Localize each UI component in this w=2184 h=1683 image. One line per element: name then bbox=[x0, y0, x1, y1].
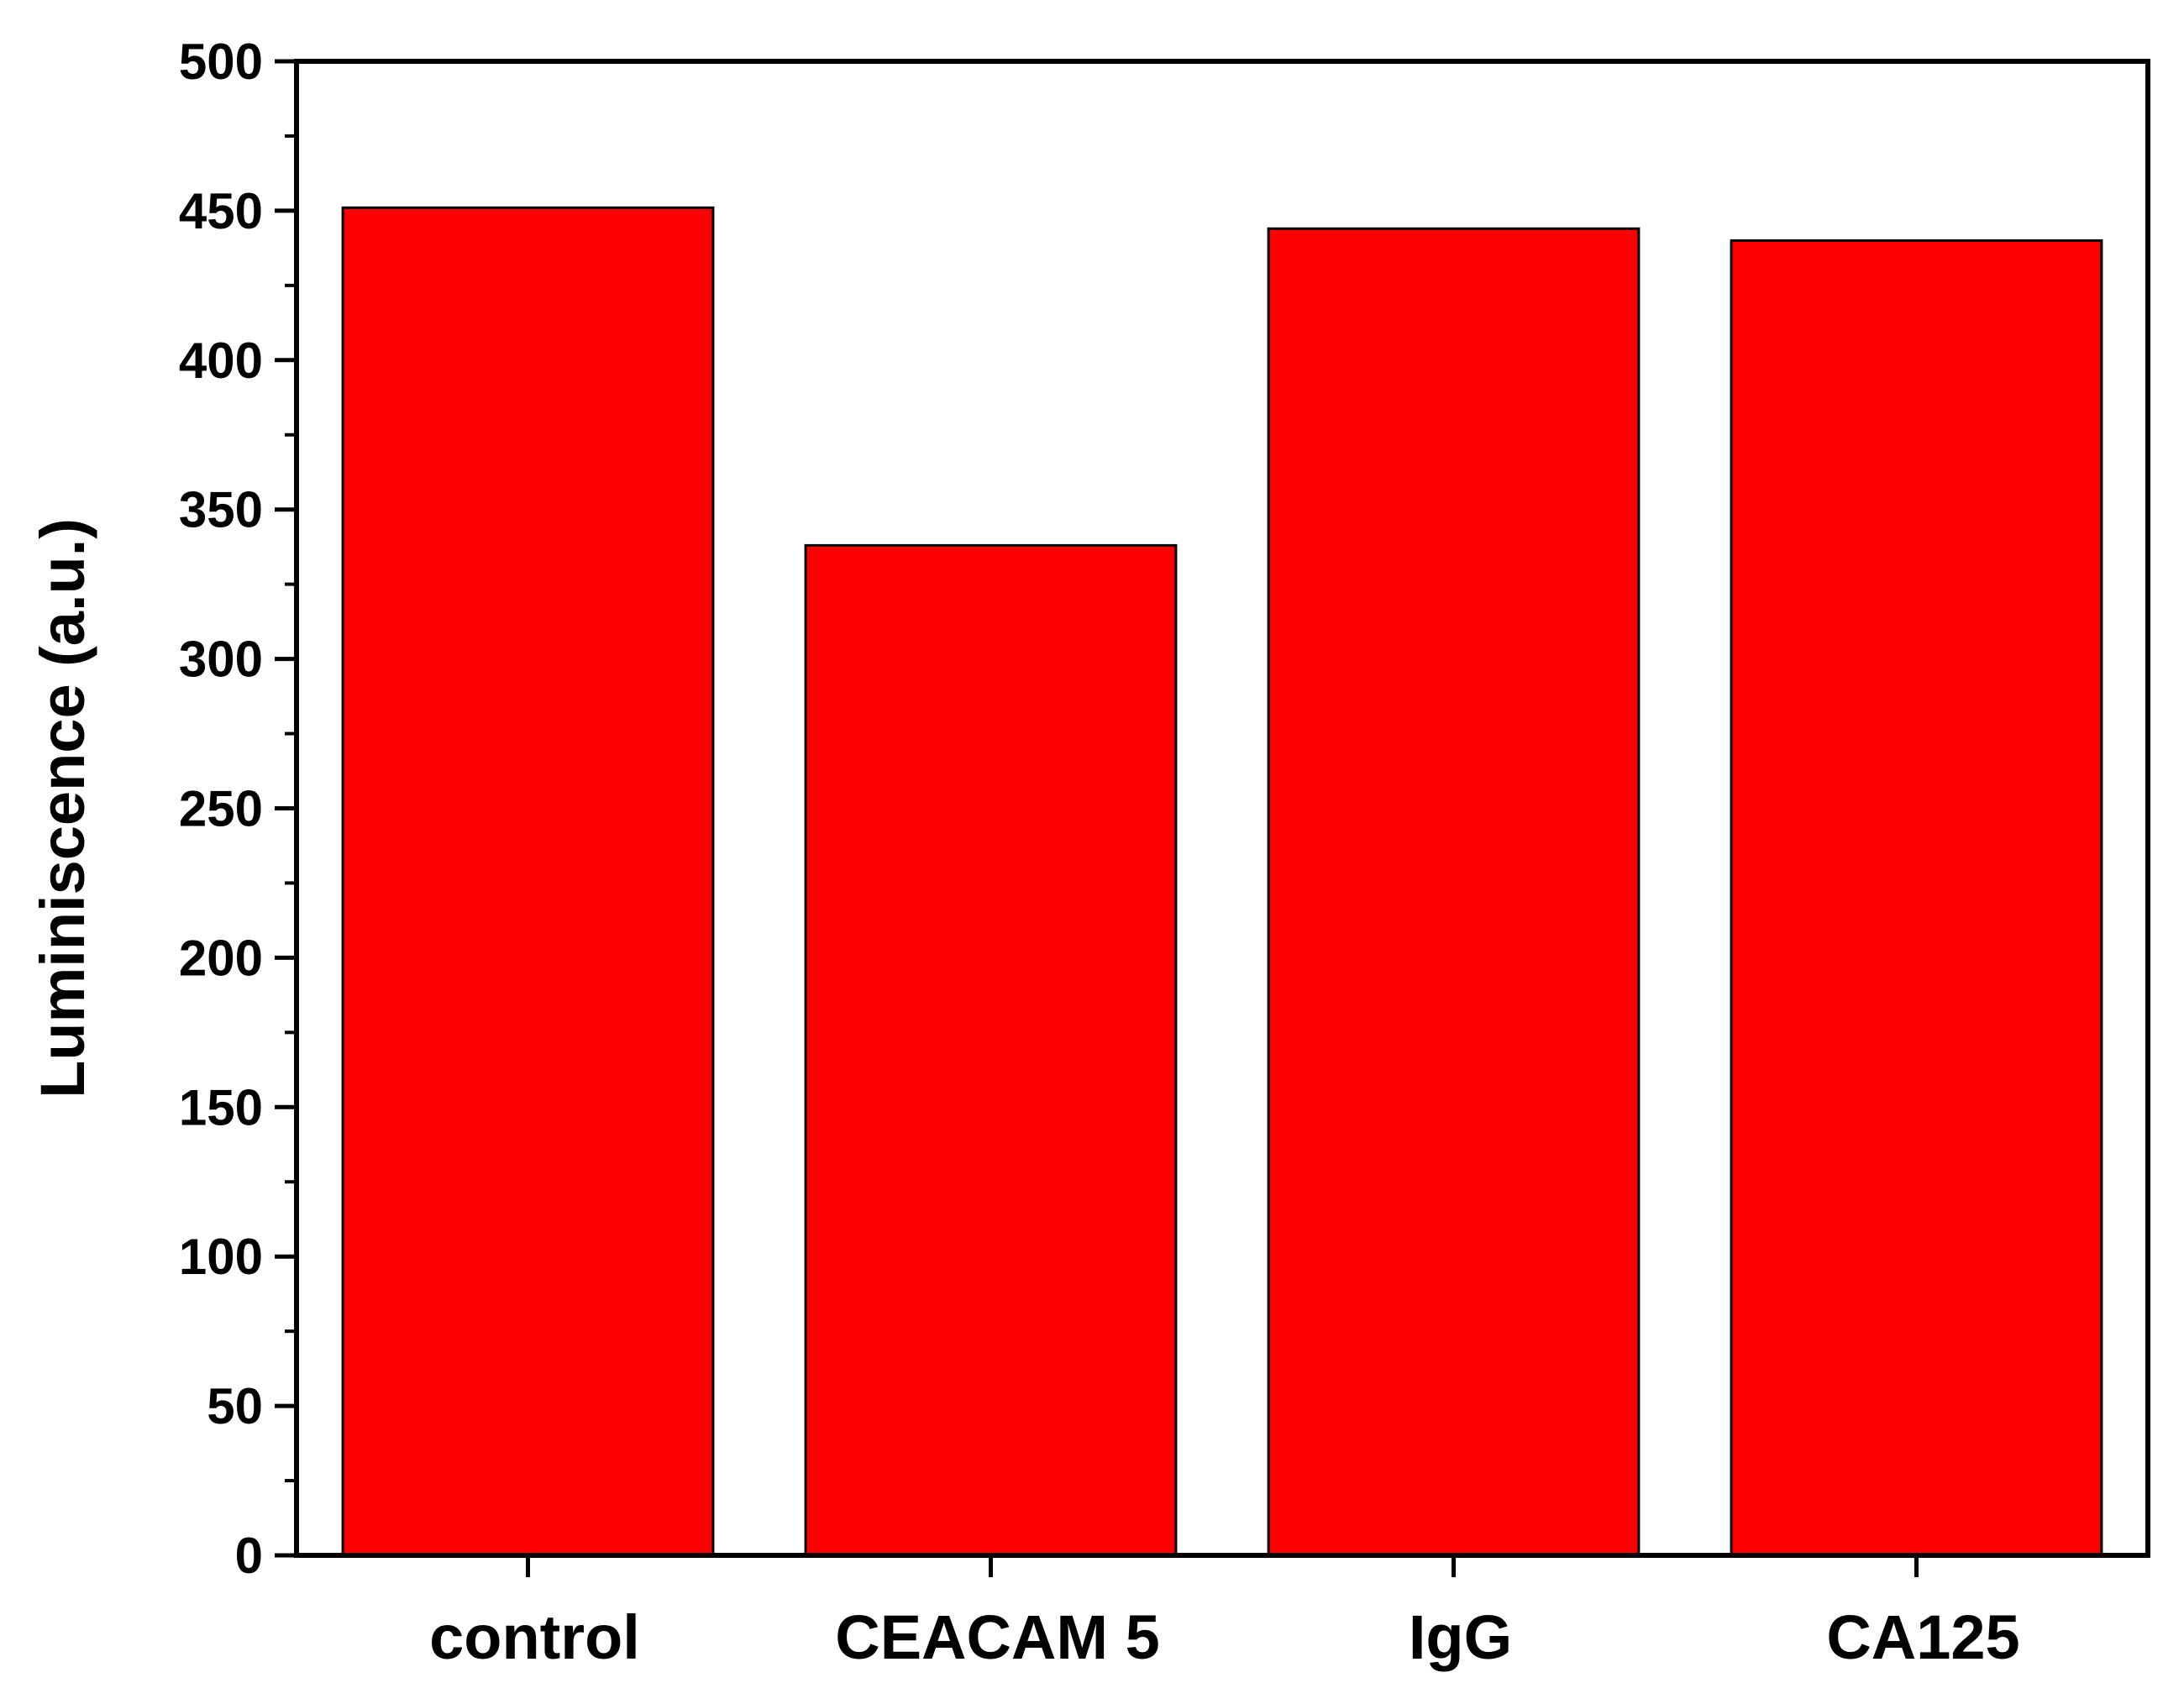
x-tick-label: CA125 bbox=[1826, 1602, 2019, 1672]
y-tick-label: 400 bbox=[179, 333, 263, 389]
y-tick-label: 500 bbox=[179, 34, 263, 90]
y-axis-title: Luminiscence (a.u.) bbox=[28, 518, 97, 1098]
y-tick-label: 150 bbox=[179, 1079, 263, 1135]
y-tick-label: 50 bbox=[207, 1378, 263, 1434]
y-tick-label: 100 bbox=[179, 1229, 263, 1285]
x-tick-label: CEACAM 5 bbox=[835, 1602, 1159, 1672]
plot-frame bbox=[294, 59, 2150, 1558]
bar-ceacam-5 bbox=[804, 543, 1178, 1557]
y-axis-ticks: 0 50 100 150 200 250 300 350 400 450 500 bbox=[179, 34, 297, 1584]
bars-layer bbox=[341, 206, 2103, 1557]
y-tick-label: 0 bbox=[235, 1528, 263, 1584]
y-tick-label: 350 bbox=[179, 482, 263, 538]
y-tick-label: 300 bbox=[179, 632, 263, 688]
y-tick-label: 250 bbox=[179, 781, 263, 837]
bar-ca125 bbox=[1730, 239, 2103, 1557]
x-tick-label: control bbox=[429, 1602, 640, 1672]
y-tick-label: 450 bbox=[179, 183, 263, 239]
bar-control bbox=[341, 206, 715, 1557]
bar-igg bbox=[1267, 227, 1641, 1557]
y-tick-label: 200 bbox=[179, 930, 263, 986]
x-tick-label: IgG bbox=[1409, 1602, 1512, 1672]
x-axis-ticks: control CEACAM 5 IgG CA125 bbox=[429, 1555, 2020, 1672]
